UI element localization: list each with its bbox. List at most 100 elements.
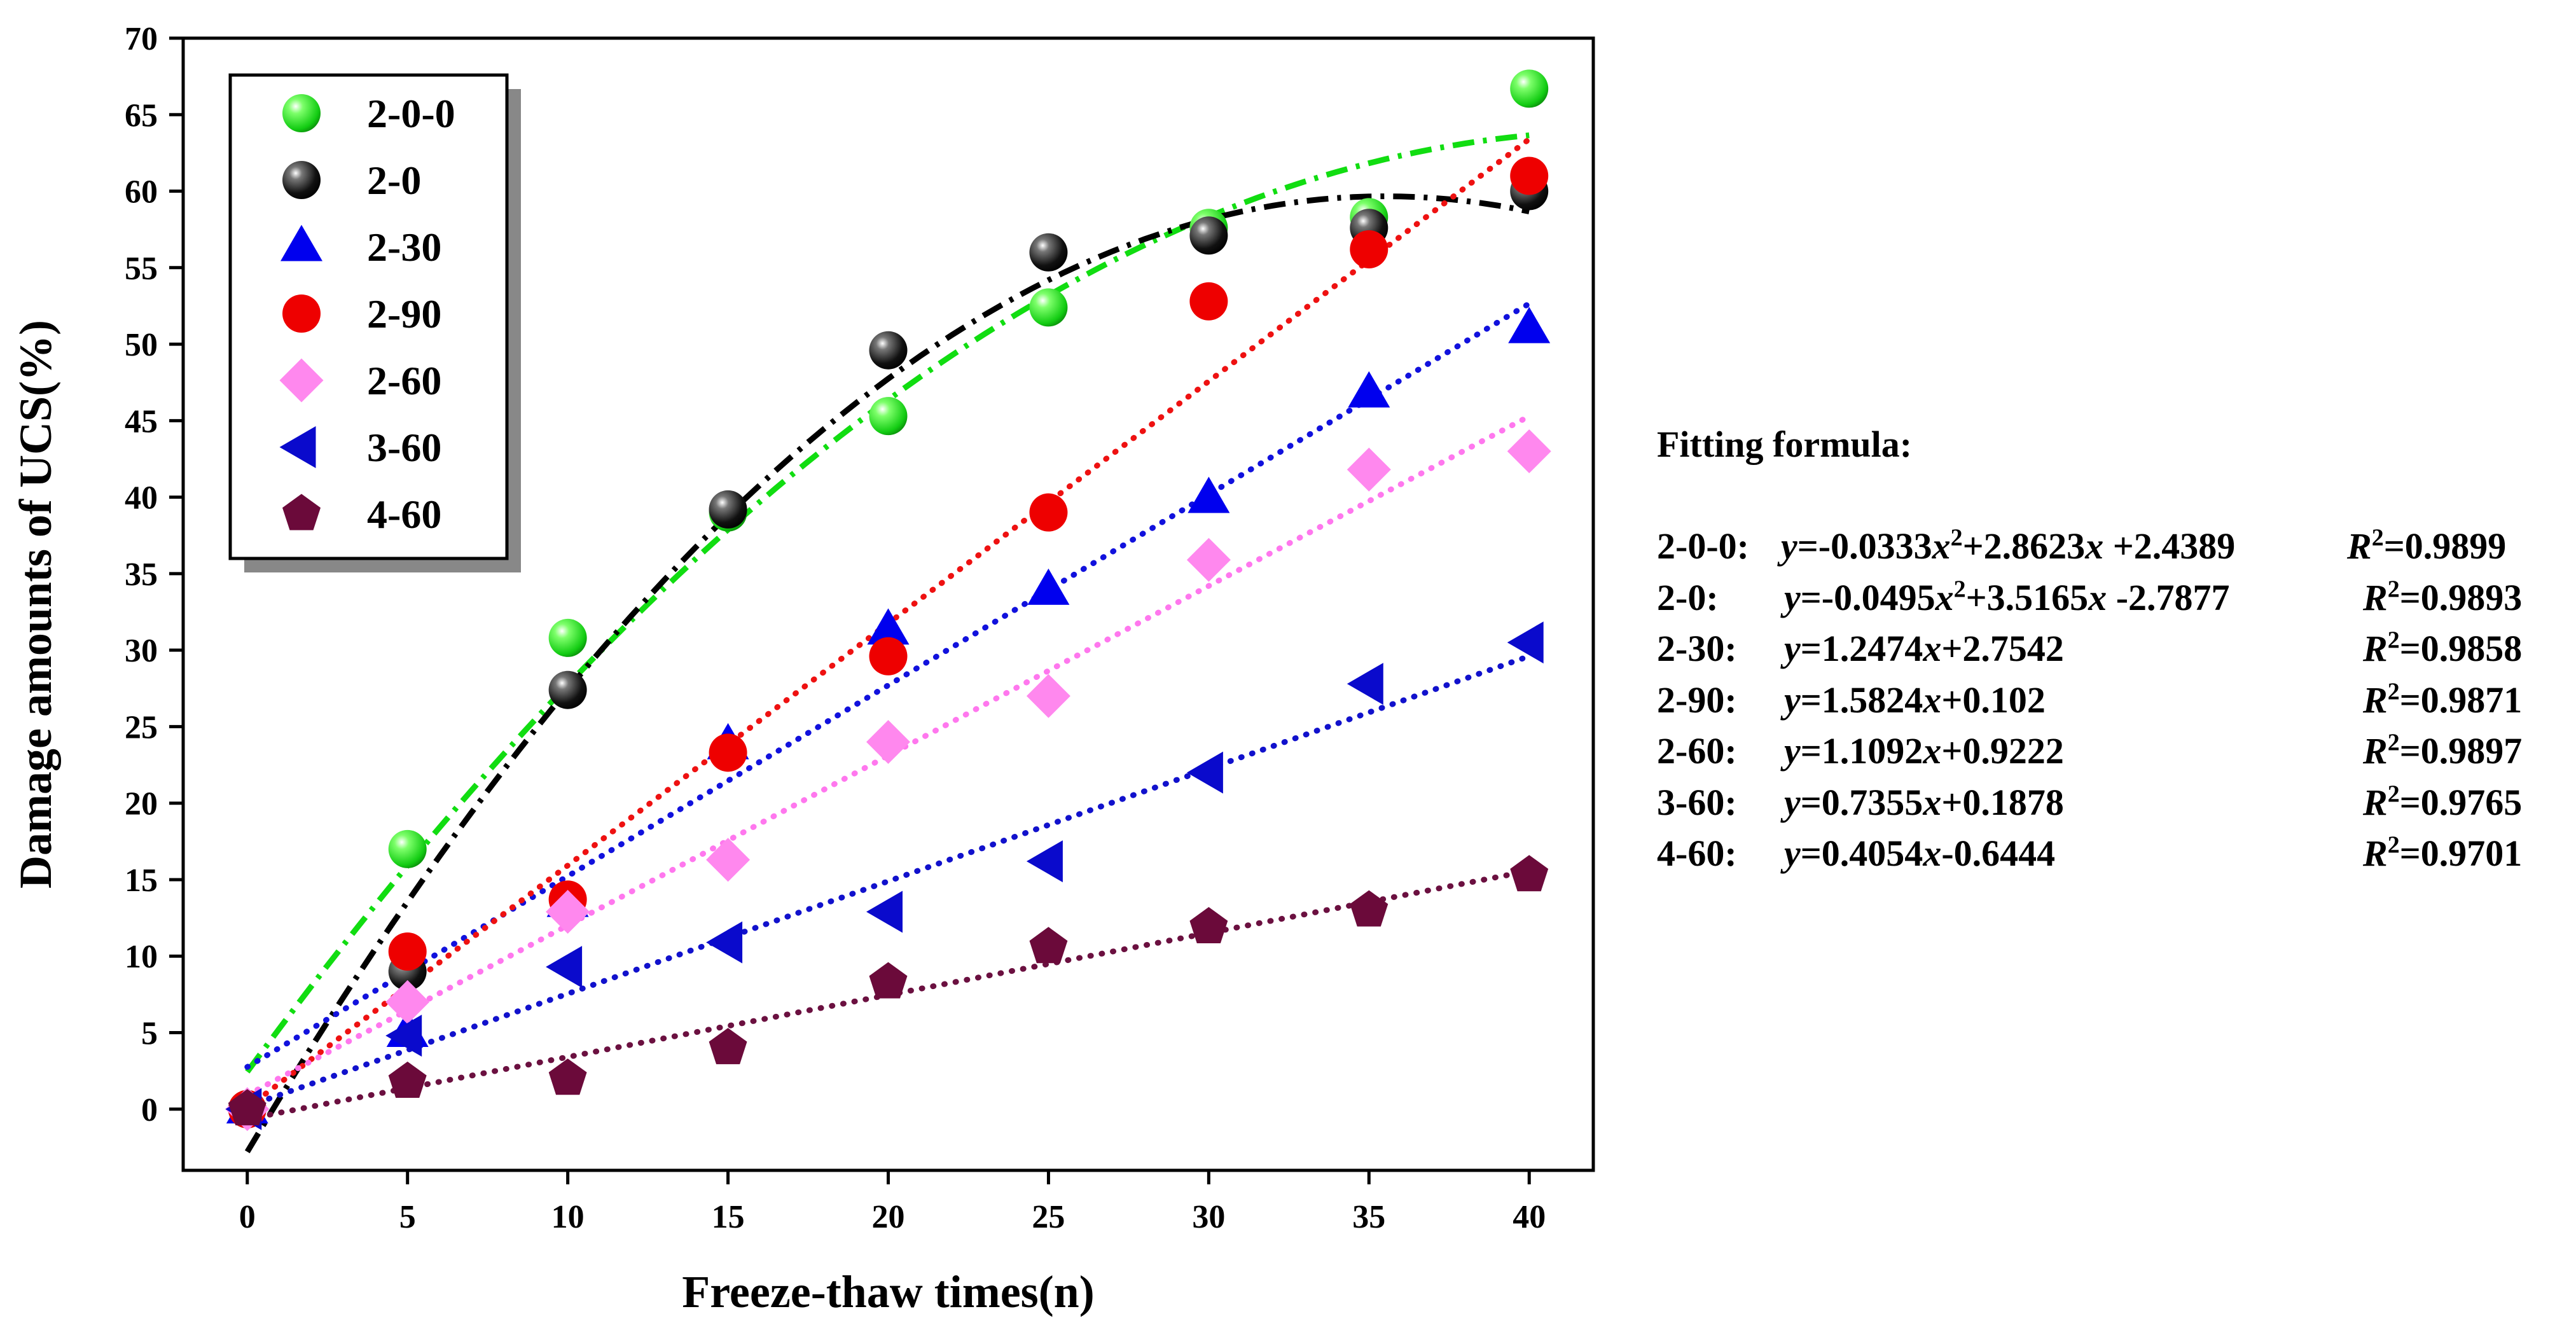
- legend-marker-2-90: [282, 294, 321, 333]
- point-2-0-10: [548, 670, 587, 709]
- point-3-60-30: [1186, 751, 1223, 794]
- point-4-60-5: [388, 1062, 427, 1098]
- formula-r-squared: R2=0.9893: [2363, 576, 2523, 618]
- fit-lines: [244, 132, 1532, 1154]
- legend-label-2-30: 2-30: [367, 225, 441, 270]
- formula-equation: y=1.1092x+0.9222: [1784, 730, 2064, 772]
- formula-label: 3-60:: [1657, 781, 1737, 823]
- x-axis-title: Freeze-thaw times(n): [682, 1266, 1094, 1317]
- point-4-60-35: [1350, 890, 1388, 927]
- y-tick-label: 20: [125, 786, 158, 822]
- point-3-60-25: [1026, 840, 1063, 883]
- point-2-60-25: [1026, 674, 1070, 718]
- legend-marker-2-0: [282, 161, 321, 199]
- y-tick-label: 5: [141, 1016, 158, 1052]
- point-2-90-5: [388, 932, 427, 971]
- legend-label-2-60: 2-60: [367, 358, 441, 403]
- point-2-90-30: [1189, 282, 1228, 321]
- axes: 0 5 10 15 20 25 30 35 40 0 5 10 15 20 25 30 35 40 45 50 55 60…: [10, 21, 1546, 1317]
- formula-r-squared: R2=0.9765: [2363, 780, 2523, 823]
- point-2-0-15: [709, 490, 747, 529]
- data-markers: [225, 69, 1551, 1132]
- point-2-30-30: [1188, 476, 1230, 513]
- fitting-formula-title: Fitting formula:: [1657, 424, 1913, 465]
- point-4-60-25: [1029, 927, 1068, 964]
- point-2-60-30: [1186, 537, 1231, 582]
- legend-marker-4-60: [282, 494, 321, 530]
- fit-line-2-30: [244, 300, 1532, 1070]
- formula-label: 2-90:: [1657, 679, 1737, 721]
- point-4-60-20: [869, 962, 908, 999]
- formula-equation: y=0.7355x+0.1878: [1784, 781, 2064, 823]
- formula-row-2-0: 2-0: y=-0.0495x2+3.5165x -2.7877 R2=0.9893: [1657, 576, 2573, 627]
- y-tick-label: 50: [125, 327, 158, 363]
- point-2-60-20: [866, 720, 910, 764]
- point-3-60-10: [546, 946, 583, 988]
- point-3-60-20: [866, 890, 903, 933]
- legend-box: [228, 73, 509, 560]
- fit-line-3-60: [244, 653, 1532, 1109]
- legend-label-4-60: 4-60: [367, 492, 441, 537]
- formula-r-squared: R2=0.9899: [2347, 524, 2507, 567]
- point-4-60-0: [228, 1089, 267, 1126]
- y-axis-title: Damage amounts of UCS(%): [10, 320, 61, 889]
- point-2-30-25: [1027, 568, 1070, 605]
- formula-equation: y=-0.0495x2+3.5165x -2.7877: [1784, 576, 2230, 618]
- formula-row-2-30: 2-30: y=1.2474x+2.7542 R2=0.9858: [1657, 627, 2573, 678]
- point-3-60-5: [385, 1015, 422, 1057]
- point-4-60-40: [1510, 855, 1549, 892]
- x-tick-label: 15: [712, 1199, 745, 1235]
- point-2-0-0-40: [1510, 69, 1549, 108]
- point-2-90-40: [1510, 156, 1549, 195]
- point-2-0-0-10: [548, 618, 587, 657]
- point-4-60-30: [1189, 907, 1228, 943]
- legend-marker-2-60: [279, 358, 324, 403]
- x-tick-label: 0: [239, 1199, 256, 1235]
- fit-line-2-0: [244, 193, 1530, 1154]
- formula-r-squared: R2=0.9871: [2363, 678, 2523, 721]
- formula-r-squared: R2=0.9701: [2363, 831, 2523, 874]
- formula-label: 4-60:: [1657, 833, 1737, 874]
- fit-line-2-60: [244, 413, 1532, 1098]
- formula-row-4-60: 4-60: y=0.4054x-0.6444 R2=0.9701: [1657, 832, 2573, 883]
- y-tick-label: 25: [125, 709, 158, 745]
- y-tick-label: 15: [125, 862, 158, 899]
- y-tick-label: 40: [125, 480, 158, 516]
- point-2-60-5: [385, 980, 430, 1024]
- x-tick-label: 35: [1352, 1199, 1385, 1235]
- x-tick-label: 30: [1192, 1199, 1225, 1235]
- legend-label-2-90: 2-90: [367, 291, 441, 336]
- y-tick-label: 35: [125, 557, 158, 593]
- point-2-30-40: [1508, 307, 1551, 343]
- point-4-60-10: [548, 1058, 587, 1095]
- legend: 2-0-0 2-0 2-30 2-90 2-60 3-60 4-60: [228, 73, 521, 572]
- point-2-60-40: [1507, 429, 1551, 473]
- point-2-30-35: [1348, 371, 1390, 408]
- formula-label: 2-0-0:: [1657, 525, 1749, 567]
- y-tick-label: 45: [125, 403, 158, 440]
- point-2-0-25: [1029, 233, 1068, 272]
- point-2-0-30: [1189, 216, 1228, 255]
- formula-row-2-60: 2-60: y=1.1092x+0.9222 R2=0.9897: [1657, 730, 2573, 780]
- formula-equation: y=-0.0333x2+2.8623x +2.4389: [1781, 524, 2236, 567]
- y-tick-label: 70: [125, 21, 158, 57]
- formula-r-squared: R2=0.9858: [2363, 627, 2523, 669]
- x-tick-label: 20: [872, 1199, 905, 1235]
- legend-marker-2-30: [280, 225, 322, 261]
- point-3-60-40: [1507, 621, 1544, 664]
- point-2-60-10: [546, 890, 590, 934]
- formula-equation: y=1.5824x+0.102: [1784, 679, 2046, 721]
- chart: 0 5 10 15 20 25 30 35 40 0 5 10 15 20 25 30 35 40 45 50 55 60…: [10, 21, 1595, 1317]
- formula-row-2-0-0: 2-0-0: y=-0.0333x2+2.8623x +2.4389 R2=0.98…: [1657, 525, 2573, 576]
- point-3-60-15: [706, 921, 743, 964]
- formula-label: 2-60:: [1657, 730, 1737, 772]
- y-tick-label: 60: [125, 174, 158, 211]
- point-2-90-20: [869, 637, 908, 675]
- y-tick-label: 65: [125, 97, 158, 134]
- point-2-90-15: [709, 733, 747, 772]
- legend-marker-3-60: [279, 426, 316, 468]
- fit-line-2-0-0: [245, 132, 1530, 1074]
- point-2-0-0-5: [388, 829, 427, 868]
- y-tick-label: 30: [125, 633, 158, 669]
- formula-label: 2-0:: [1657, 576, 1719, 618]
